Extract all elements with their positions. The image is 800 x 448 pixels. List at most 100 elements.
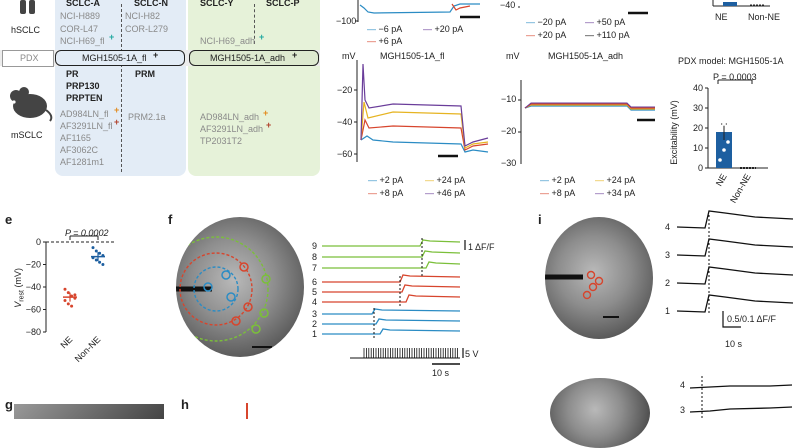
i-scale-bars	[722, 311, 741, 328]
fl-legend-4: — +46 pA	[425, 188, 466, 198]
panel-i-micrograph-2	[550, 378, 650, 448]
adh-legend-4-text: +34 pA	[606, 188, 636, 198]
f-trace-1	[322, 328, 461, 335]
pdx-fl-marker: +	[153, 50, 159, 60]
pdx-point	[718, 128, 722, 132]
pdx-bar-ylabel: Excitability (mV)	[668, 100, 679, 165]
adh-ytick-3: −30	[501, 158, 516, 168]
i-trace-3	[676, 238, 794, 257]
legend-mid-2: — +50 pA	[585, 17, 626, 27]
e-p-bracket	[69, 235, 99, 240]
ytick-minus100: −100	[336, 16, 356, 26]
pdx-fl-pill	[55, 50, 185, 66]
pdx-point	[718, 158, 722, 162]
e-point-non-ne	[101, 263, 105, 266]
adh-title: MGH1505-1A_adh	[548, 51, 624, 61]
divider-yp	[254, 4, 255, 44]
fl-ytick-3: −60	[337, 149, 352, 159]
e-point-ne	[66, 302, 70, 306]
e-ytick-label: −40	[26, 282, 41, 292]
legend-left-2: — +20 pA	[423, 24, 464, 34]
adh-ytick-1: −10	[501, 94, 516, 104]
mouse-a-3: AF1165	[60, 133, 91, 143]
e-ytick-label: −80	[26, 327, 41, 337]
f-trace-number: 9	[312, 241, 317, 251]
pdx-label: PDX	[20, 53, 39, 63]
fl-title: MGH1505-1A_fl	[380, 51, 445, 61]
legend-left-3: — +6 pA	[367, 36, 403, 46]
f-trace-number: 4	[312, 297, 317, 307]
e-ytick-label: −20	[26, 260, 41, 270]
f-trace-number: 6	[312, 277, 317, 287]
adh-legend-3: — +8 pA	[540, 188, 576, 198]
fl-trace-plot: −20 −40 −60	[337, 60, 489, 162]
e-point-ne	[66, 291, 70, 295]
pdx-bar-p-text: P = 0.0003	[713, 72, 757, 82]
panel-i-lower-traces	[689, 376, 793, 419]
legend-left-2-text: +20 pA	[434, 24, 464, 34]
legend-mid-1-text: −20 pA	[537, 17, 567, 27]
e-point-non-ne	[94, 249, 98, 253]
panel-f-time: 10 s	[432, 368, 450, 378]
e-xtick-label: Non-NE	[73, 334, 103, 364]
human-n-2: COR-L279	[125, 24, 169, 34]
pdx-label-box	[2, 50, 54, 67]
human-a-1: NCI-H889	[60, 11, 101, 21]
marker-cyan-2: +	[259, 32, 265, 42]
fl-unit: mV	[342, 51, 356, 61]
mouse-y-1-marker: +	[263, 108, 269, 118]
pdx-point	[726, 140, 730, 144]
panel-i-label: i	[538, 212, 542, 227]
pdx-ytick-label: 40	[693, 83, 703, 93]
adh-legend-1-text: +2 pA	[551, 175, 576, 185]
pdx-fl-label: MGH1505-1A_fl	[82, 53, 147, 63]
pdx-bar-p: P = 0.0003	[713, 73, 757, 82]
msclc-label: mSCLC	[11, 130, 43, 140]
f-trace-8	[322, 250, 461, 258]
sclc-an-box	[55, 0, 186, 176]
mouse-y-2-marker: +	[266, 120, 272, 130]
legend-mid-1: — −20 pA	[526, 17, 567, 27]
top-mid-trace: −40	[500, 0, 648, 15]
hsclc-label: hSCLC	[11, 25, 41, 35]
human-a-3: NCI-H69_fl	[60, 36, 105, 46]
panel-e-p: P = 0.0002	[65, 228, 109, 238]
sclc-n-header: SCLC-N	[134, 0, 168, 8]
pdx-adh-label: MGH1505-1A_adh	[210, 53, 286, 63]
top-right-cat-nonne: Non-NE	[748, 12, 781, 22]
f-trace-2	[322, 318, 461, 325]
mouse-a-bold-2: PRP130	[66, 81, 100, 91]
marker-cyan: +	[109, 32, 115, 42]
i-trace-1	[676, 294, 794, 313]
i-trace-number: 3	[665, 250, 670, 260]
mouse-a-1-marker: +	[114, 105, 120, 115]
mouse-a-2-marker: +	[114, 117, 120, 127]
panel-f-traces: 987 654 321	[312, 238, 466, 365]
e-point-non-ne	[94, 258, 98, 262]
e-point-ne	[63, 287, 67, 291]
e-point-ne	[73, 293, 77, 297]
legend-mid-4-text: +110 pA	[596, 30, 630, 40]
adh-legend-4: — +34 pA	[595, 188, 636, 198]
sclc-a-header: SCLC-A	[66, 0, 100, 8]
pdx-bar-chart: 40 30 20 10 0 NE Non-NE	[693, 79, 768, 205]
f-trace-7	[322, 261, 461, 269]
f-trace-number: 5	[312, 287, 317, 297]
fl-ytick-2: −40	[337, 117, 352, 127]
panel-g-label: g	[5, 397, 13, 412]
human-a-2: COR-L47	[60, 24, 99, 34]
fl-legend-1: — +2 pA	[368, 175, 404, 185]
mouse-a-2: AF3291LN_fl	[60, 121, 113, 131]
ytick-minus40: −40	[500, 0, 515, 10]
f-trace-5	[322, 284, 461, 293]
human-y-1: NCI-H69_adh	[200, 36, 256, 46]
f-trace-number: 2	[312, 319, 317, 329]
legend-left-1-text: −6 pA	[378, 24, 403, 34]
legend-left-1: — −6 pA	[367, 24, 403, 34]
mouse-a-5: AF1281m1	[60, 157, 105, 167]
adh-legend-2: — +24 pA	[595, 175, 636, 185]
mouse-a-1: AD984LN_fl	[60, 109, 109, 119]
adh-unit: mV	[506, 51, 520, 61]
panel-g-image	[14, 404, 164, 419]
